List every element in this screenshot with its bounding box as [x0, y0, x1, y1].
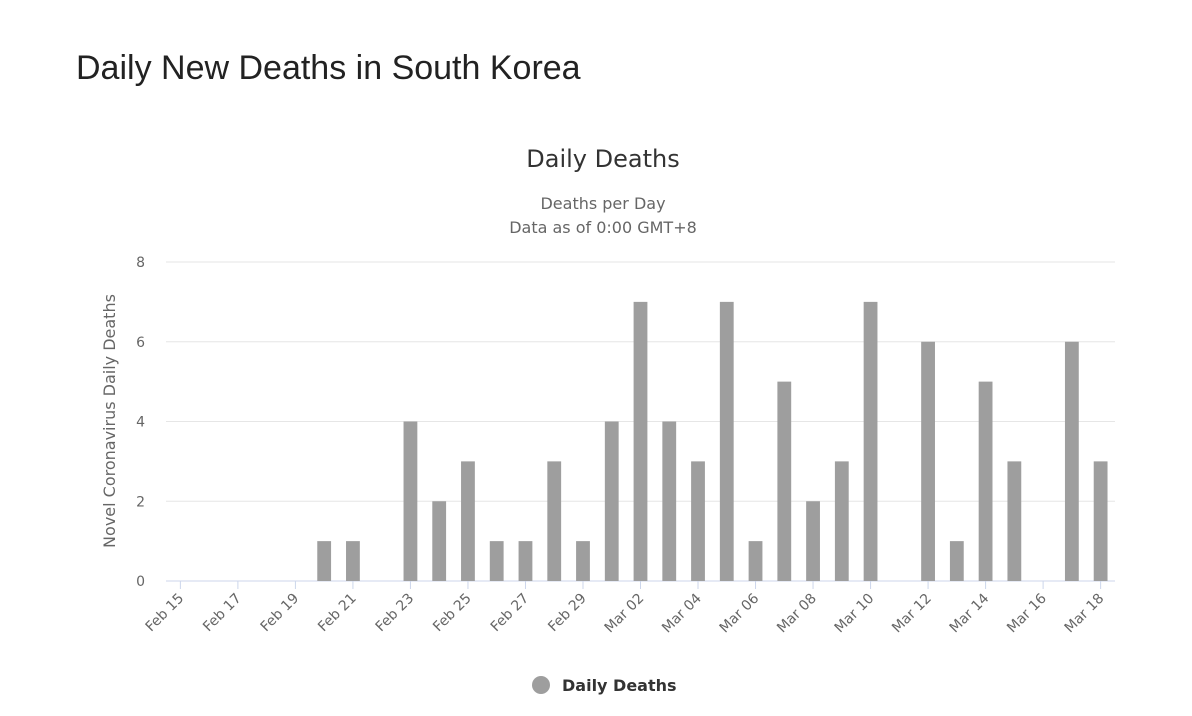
- bar-feb-21[interactable]: [346, 541, 360, 581]
- bar-mar-06[interactable]: [748, 541, 763, 581]
- bar-feb-28[interactable]: [547, 461, 562, 581]
- bar-mar-15[interactable]: [1007, 461, 1022, 581]
- y-axis-ticks: 0 2 4 6 8: [136, 255, 145, 590]
- bar-feb-20[interactable]: [317, 541, 332, 581]
- chart-title: Daily Deaths: [526, 145, 679, 173]
- bar-mar-12[interactable]: [921, 341, 935, 581]
- y-tick-label: 8: [136, 255, 145, 271]
- x-tick-label: Feb 27: [488, 591, 533, 636]
- x-tick-label: Feb 29: [545, 591, 590, 636]
- bar-mar-01[interactable]: [604, 421, 619, 582]
- page-heading: Daily New Deaths in South Korea: [76, 49, 581, 87]
- x-tick-label: Feb 25: [430, 591, 475, 636]
- x-tick-label: Feb 19: [258, 591, 303, 636]
- bar-mar-14[interactable]: [978, 381, 993, 581]
- bar-mar-05[interactable]: [719, 301, 734, 581]
- bar-feb-29[interactable]: [576, 541, 590, 581]
- y-axis-title: Novel Coronavirus Daily Deaths: [100, 294, 119, 548]
- bar-feb-24[interactable]: [432, 501, 447, 581]
- bar-mar-18[interactable]: [1093, 461, 1108, 581]
- x-tick-label: Mar 12: [889, 591, 935, 637]
- bar-mar-13[interactable]: [949, 541, 964, 581]
- y-tick-label: 6: [136, 335, 145, 351]
- bars: [317, 301, 1108, 582]
- x-tick-label: Mar 14: [947, 590, 993, 636]
- x-tick-label: Mar 18: [1062, 591, 1108, 637]
- bar-mar-09[interactable]: [834, 461, 849, 581]
- bar-mar-02[interactable]: [633, 301, 648, 581]
- legend-marker: [532, 676, 550, 694]
- bar-feb-26[interactable]: [489, 541, 504, 581]
- x-tick-label: Feb 17: [200, 591, 245, 636]
- y-tick-label: 4: [136, 415, 145, 431]
- bar-feb-27[interactable]: [518, 541, 533, 581]
- x-tick-label: Feb 23: [373, 591, 418, 636]
- bar-mar-07[interactable]: [777, 381, 792, 581]
- x-tick-label: Mar 04: [659, 590, 705, 636]
- x-tick-label: Mar 16: [1004, 590, 1050, 636]
- y-tick-label: 0: [136, 574, 145, 590]
- legend[interactable]: Daily Deaths: [532, 676, 677, 695]
- y-tick-label: 2: [136, 494, 145, 510]
- x-tick-label: Mar 06: [717, 590, 763, 636]
- x-axis-ticks: Feb 15 Feb 17 Feb 19 Feb 21 Feb 23 Feb 25 Feb …: [143, 581, 1108, 637]
- legend-label[interactable]: Daily Deaths: [562, 676, 677, 695]
- x-tick-label: Feb 15: [143, 591, 188, 636]
- bar-feb-23[interactable]: [403, 421, 418, 582]
- bar-mar-03[interactable]: [662, 421, 677, 582]
- bar-mar-04[interactable]: [691, 461, 705, 581]
- bar-mar-08[interactable]: [806, 501, 820, 581]
- bar-feb-25[interactable]: [461, 461, 475, 581]
- chart-subtitle-line-1: Deaths per Day: [540, 194, 665, 213]
- bar-mar-17[interactable]: [1064, 341, 1079, 581]
- x-tick-label: Mar 10: [832, 591, 878, 637]
- chart-subtitle-line-2: Data as of 0:00 GMT+8: [509, 218, 697, 237]
- bar-mar-10[interactable]: [863, 301, 878, 581]
- x-tick-label: Mar 08: [774, 591, 820, 637]
- x-tick-label: Mar 02: [602, 591, 648, 637]
- x-tick-label: Feb 21: [315, 591, 360, 636]
